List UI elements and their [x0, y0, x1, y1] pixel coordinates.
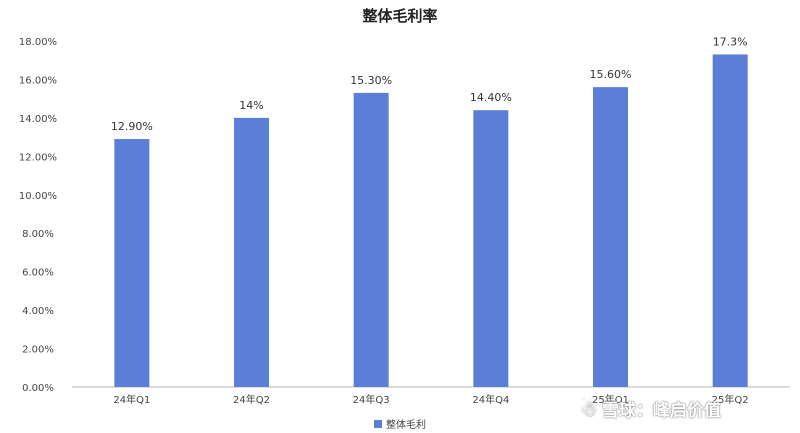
watermark: ☃ 雪球：峰启价值 [580, 396, 721, 422]
y-tick-label: 12.00% [19, 152, 57, 163]
y-tick-label: 10.00% [19, 191, 57, 202]
bar [234, 117, 269, 387]
data-label: 15.60% [590, 68, 632, 81]
bar [593, 87, 628, 387]
data-label: 14.40% [470, 91, 512, 104]
x-tick-label: 24年Q1 [113, 393, 150, 406]
bar [114, 139, 150, 387]
x-tick-label: 25年Q1 [592, 393, 629, 406]
y-tick-label: 2.00% [22, 345, 54, 356]
x-tick-label: 24年Q2 [233, 393, 270, 406]
data-label: 17.3% [713, 35, 748, 48]
legend-label: 整体毛利 [386, 420, 426, 431]
bar [712, 54, 748, 387]
bar [473, 110, 509, 387]
y-tick-label: 4.00% [22, 306, 54, 317]
legend-swatch [374, 419, 382, 428]
legend: 整体毛利 [0, 416, 800, 431]
watermark-text: 雪球：峰启价值 [601, 401, 721, 421]
y-tick-label: 16.00% [19, 75, 57, 86]
x-tick-label: 24年Q4 [472, 393, 509, 406]
data-label: 14% [239, 99, 263, 112]
y-tick-label: 6.00% [22, 268, 54, 279]
y-tick-label: 0.00% [22, 383, 54, 394]
x-tick-label: 25年Q2 [712, 393, 749, 406]
y-tick-label: 14.00% [19, 114, 57, 125]
y-tick-label: 8.00% [22, 229, 54, 240]
chart-title: 整体毛利率 [362, 7, 438, 25]
data-label: 15.30% [350, 74, 392, 87]
x-tick-label: 24年Q3 [353, 393, 390, 406]
bar [353, 92, 389, 388]
data-label: 12.90% [111, 120, 153, 133]
y-tick-label: 18.00% [19, 37, 57, 48]
snowball-logo-icon: ☃ [580, 396, 598, 421]
